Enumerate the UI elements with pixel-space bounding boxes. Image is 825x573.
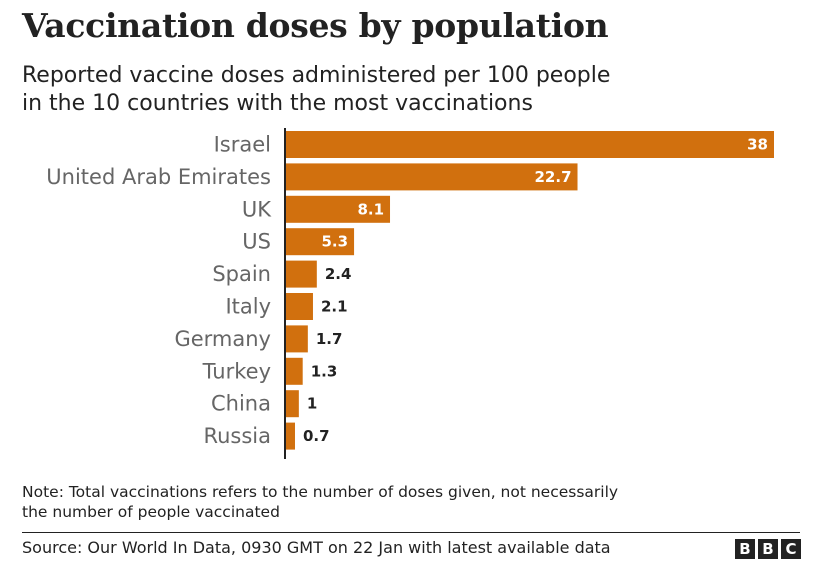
bar [286, 131, 774, 158]
value-label: 0.7 [303, 427, 330, 445]
bar [286, 293, 313, 320]
value-label: 5.3 [321, 233, 348, 251]
value-label: 22.7 [535, 168, 572, 186]
bbc-logo: B B C [735, 539, 801, 559]
value-label: 2.4 [325, 265, 352, 283]
bar [286, 422, 295, 450]
bar [286, 325, 308, 353]
category-label: Spain [212, 262, 271, 286]
value-label: 1.7 [316, 330, 343, 348]
category-label: China [211, 392, 271, 416]
bar [286, 260, 317, 288]
subtitle-line: Reported vaccine doses administered per … [22, 63, 611, 88]
logo-letter: B [735, 539, 755, 559]
chart-note: Note: Total vaccinations refers to the n… [22, 482, 782, 522]
bar [286, 228, 355, 256]
logo-letter: B [758, 539, 778, 559]
chart-title: Vaccination doses by population [22, 6, 609, 45]
category-label: Israel [214, 133, 271, 157]
chart-subtitle: Reported vaccine doses administered per … [22, 62, 802, 118]
value-label: 8.1 [357, 200, 384, 218]
value-label: 1.3 [311, 362, 338, 380]
category-label: Italy [225, 295, 271, 319]
category-label: Turkey [202, 359, 271, 383]
category-label: United Arab Emirates [46, 165, 271, 189]
bar [286, 357, 303, 385]
source-text: Source: Our World In Data, 0930 GMT on 2… [22, 538, 611, 557]
category-label: US [242, 230, 271, 254]
logo-letter: C [781, 539, 801, 559]
category-label: UK [242, 197, 272, 221]
note-line: the number of people vaccinated [22, 503, 280, 521]
bar [286, 195, 391, 223]
bar-chart: Israel 38 United Arab Emirates 22.7 UK 8.1 US 5… [46, 128, 774, 459]
category-label: Germany [174, 327, 271, 351]
category-label: Russia [203, 424, 271, 448]
footer-divider [22, 532, 800, 533]
bar [286, 390, 299, 418]
note-line: Note: Total vaccinations refers to the n… [22, 483, 619, 501]
value-label: 1 [307, 395, 317, 413]
bar [286, 163, 578, 191]
value-label: 38 [747, 136, 768, 154]
subtitle-line: in the 10 countries with the most vaccin… [22, 91, 533, 116]
value-label: 2.1 [321, 298, 348, 316]
